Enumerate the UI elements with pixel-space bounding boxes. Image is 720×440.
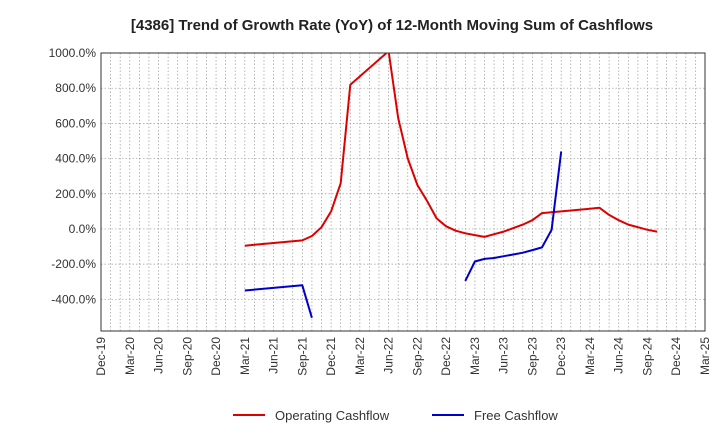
x-tick-label: Mar-25: [698, 337, 712, 375]
series-line-operating-cashflow: [244, 53, 658, 247]
x-tick-label: Sep-22: [410, 337, 424, 376]
series-line-free-cashflow: [464, 151, 563, 282]
y-tick-label: 400.0%: [55, 152, 96, 166]
x-tick-label: Dec-24: [669, 337, 683, 376]
x-tick-label: Mar-22: [353, 337, 367, 375]
plot-background: [101, 53, 705, 331]
legend: Operating Cashflow Free Cashflow: [233, 408, 558, 423]
legend-label: Free Cashflow: [474, 408, 558, 423]
x-tick-label: Jun-20: [152, 337, 166, 374]
x-tick-label: Sep-24: [640, 337, 654, 376]
y-tick-label: 1000.0%: [49, 46, 97, 60]
y-tick-label: -400.0%: [51, 292, 96, 306]
x-tick-label: Sep-20: [180, 337, 194, 376]
chart-title: [4386] Trend of Growth Rate (YoY) of 12-…: [131, 17, 653, 34]
x-tick-label: Mar-20: [123, 337, 137, 375]
x-tick-label: Sep-23: [525, 337, 539, 376]
x-tick-label: Dec-19: [94, 337, 108, 376]
x-tick-label: Jun-22: [382, 337, 396, 374]
x-tick-label: Mar-24: [583, 337, 597, 375]
y-tick-label: 0.0%: [69, 222, 97, 236]
x-tick-label: Dec-21: [324, 337, 338, 376]
x-tick-label: Jun-24: [612, 337, 626, 374]
x-tick-label: Dec-22: [439, 337, 453, 376]
plot-frame: [100, 52, 706, 332]
x-tick-label: Jun-21: [267, 337, 281, 374]
y-tick-label: -200.0%: [51, 257, 96, 271]
x-tick-label: Mar-23: [468, 337, 482, 375]
legend-label: Operating Cashflow: [275, 408, 390, 423]
x-tick-label: Dec-23: [554, 337, 568, 376]
y-tick-label: 200.0%: [55, 187, 96, 201]
series-line-free-cashflow: [244, 284, 313, 319]
y-tick-label: 600.0%: [55, 116, 96, 130]
plot-area: 1000.0% 800.0% 600.0% 400.0% 200.0% 0.0% -200.…: [49, 46, 712, 376]
x-tick-label: Mar-21: [238, 337, 252, 375]
x-tick-label: Dec-20: [209, 337, 223, 376]
y-tick-label: 800.0%: [55, 81, 96, 95]
x-tick-label: Sep-21: [295, 337, 309, 376]
x-tick-label: Jun-23: [497, 337, 511, 374]
